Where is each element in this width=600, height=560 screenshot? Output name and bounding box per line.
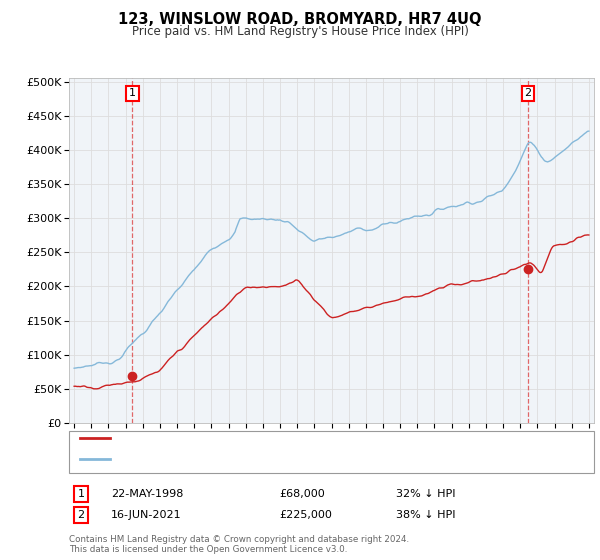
Text: 22-MAY-1998: 22-MAY-1998 (111, 489, 184, 499)
Text: 32% ↓ HPI: 32% ↓ HPI (396, 489, 455, 499)
Text: 16-JUN-2021: 16-JUN-2021 (111, 510, 182, 520)
Text: HPI: Average price, detached house, Herefordshire: HPI: Average price, detached house, Here… (117, 454, 381, 464)
Text: 123, WINSLOW ROAD, BROMYARD, HR7 4UQ (detached house): 123, WINSLOW ROAD, BROMYARD, HR7 4UQ (de… (117, 433, 443, 443)
Text: 1: 1 (129, 88, 136, 99)
Text: Price paid vs. HM Land Registry's House Price Index (HPI): Price paid vs. HM Land Registry's House … (131, 25, 469, 38)
Text: 2: 2 (524, 88, 532, 99)
Text: 123, WINSLOW ROAD, BROMYARD, HR7 4UQ: 123, WINSLOW ROAD, BROMYARD, HR7 4UQ (118, 12, 482, 27)
Text: £225,000: £225,000 (279, 510, 332, 520)
Text: Contains HM Land Registry data © Crown copyright and database right 2024.
This d: Contains HM Land Registry data © Crown c… (69, 535, 409, 554)
Text: 38% ↓ HPI: 38% ↓ HPI (396, 510, 455, 520)
Text: £68,000: £68,000 (279, 489, 325, 499)
Text: 1: 1 (77, 489, 85, 499)
Text: 2: 2 (77, 510, 85, 520)
